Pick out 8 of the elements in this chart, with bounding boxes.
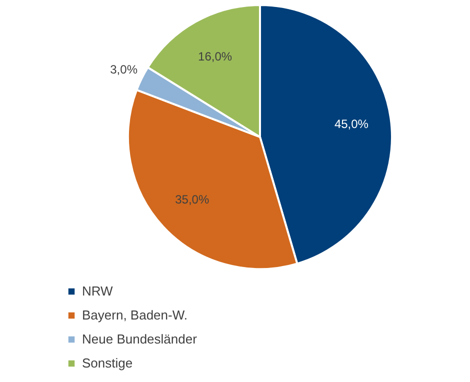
legend-label: Neue Bundesländer xyxy=(82,332,198,346)
data-label: 3,0% xyxy=(110,62,138,76)
legend-label: Sonstige xyxy=(82,356,133,370)
legend-label: Bayern, Baden-W. xyxy=(82,308,188,322)
data-label: 35,0% xyxy=(175,192,210,207)
data-label: 16,0% xyxy=(198,49,232,64)
data-label: 45,0% xyxy=(334,116,369,131)
legend-label: NRW xyxy=(82,284,114,298)
